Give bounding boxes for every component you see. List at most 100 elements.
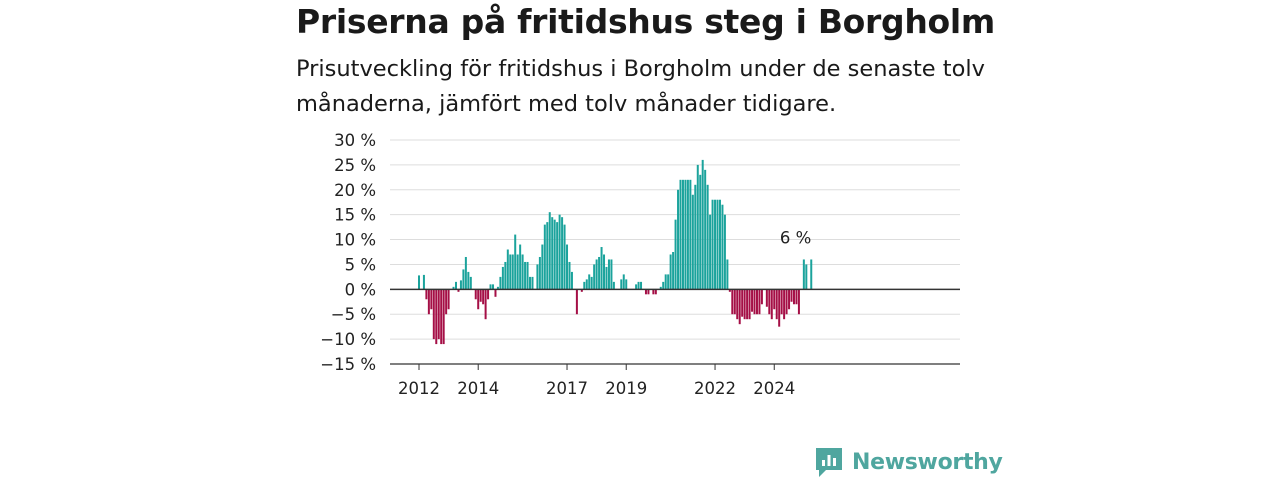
bar — [561, 217, 564, 290]
bar — [701, 159, 704, 290]
bar — [593, 264, 596, 290]
x-tick-label: 2017 — [546, 379, 588, 398]
bar — [482, 289, 485, 305]
bar — [709, 214, 712, 290]
bar — [733, 289, 736, 315]
y-tick-label: −10 % — [320, 330, 376, 349]
bar — [521, 254, 524, 290]
annotation-group: 6 % — [780, 228, 811, 247]
bar — [558, 214, 561, 290]
bar — [551, 217, 554, 290]
bar — [760, 289, 763, 305]
y-tick-label: 20 % — [334, 181, 376, 200]
bar — [723, 214, 726, 290]
bar — [605, 266, 608, 290]
bar — [499, 276, 502, 290]
y-tick-label: 15 % — [334, 206, 376, 225]
newsworthy-logo: Newsworthy — [814, 446, 1003, 478]
bar — [664, 274, 667, 290]
x-tick-label: 2022 — [694, 379, 736, 398]
bar — [422, 274, 425, 290]
bar — [489, 284, 492, 290]
bar — [788, 289, 791, 310]
bar — [469, 276, 472, 290]
bar — [718, 199, 721, 290]
bar — [511, 254, 514, 290]
bar — [620, 279, 623, 290]
bar — [802, 259, 805, 290]
bar — [509, 254, 512, 290]
bar — [585, 279, 588, 290]
newsworthy-logo-text: Newsworthy — [852, 449, 1003, 475]
x-tick-label: 2019 — [605, 379, 647, 398]
bar — [566, 244, 569, 290]
bar — [736, 289, 739, 320]
bar — [669, 254, 672, 290]
bar — [755, 289, 758, 315]
bar — [484, 289, 487, 320]
bar — [598, 256, 601, 290]
bar — [580, 289, 583, 292]
bar — [706, 184, 709, 290]
y-tick-label: 0 % — [345, 280, 376, 299]
bar — [548, 212, 551, 290]
bar — [691, 194, 694, 290]
bar — [531, 276, 534, 290]
bar — [479, 289, 482, 302]
bar — [792, 289, 795, 305]
bar — [662, 281, 665, 290]
bar — [790, 289, 793, 302]
bar — [437, 289, 440, 340]
bar — [637, 281, 640, 290]
y-tick-label: 25 % — [334, 156, 376, 175]
bar — [487, 289, 490, 300]
bar — [659, 286, 662, 290]
annotation-label: 6 % — [780, 228, 811, 247]
bar — [506, 249, 509, 290]
bar — [603, 254, 606, 290]
bar — [568, 261, 571, 290]
bar — [563, 224, 566, 290]
page-title: Priserna på fritidshus steg i Borgholm — [296, 2, 996, 41]
bar — [681, 179, 684, 290]
bar — [689, 179, 692, 290]
bar — [667, 274, 670, 290]
bar — [575, 289, 578, 315]
bar — [452, 286, 455, 290]
bar — [474, 289, 477, 300]
x-tick-label: 2014 — [457, 379, 499, 398]
bar — [445, 289, 448, 315]
bar — [778, 289, 781, 327]
bar — [694, 184, 697, 290]
bar — [538, 256, 541, 290]
bar — [797, 289, 800, 315]
y-axis-labels: 30 % 25 % 20 % 15 % 10 % 5 % 0 % −5 % −10 % −15 % — [320, 131, 376, 374]
bar — [775, 289, 778, 320]
page-subtitle: Prisutveckling för fritidshus i Borgholm… — [296, 56, 985, 117]
bar — [679, 179, 682, 290]
bar — [741, 289, 744, 317]
bar — [440, 289, 443, 345]
x-tick-label: 2012 — [398, 379, 440, 398]
bar — [743, 289, 746, 320]
bar — [442, 289, 445, 345]
bar — [780, 289, 783, 315]
bar — [647, 289, 650, 295]
bar — [810, 259, 813, 290]
bar — [721, 204, 724, 290]
bar — [590, 276, 593, 290]
bar — [464, 256, 467, 290]
bar — [672, 252, 675, 290]
bar — [674, 219, 677, 290]
bar — [477, 289, 480, 310]
bar — [432, 289, 435, 340]
bar — [457, 289, 460, 292]
bar — [677, 189, 680, 290]
bar — [455, 281, 457, 290]
bar — [714, 199, 717, 290]
bar — [541, 244, 544, 290]
y-tick-label: 5 % — [345, 255, 376, 274]
y-tick-label: −5 % — [331, 305, 376, 324]
y-tick-label: 10 % — [334, 231, 376, 250]
bar — [418, 275, 420, 290]
